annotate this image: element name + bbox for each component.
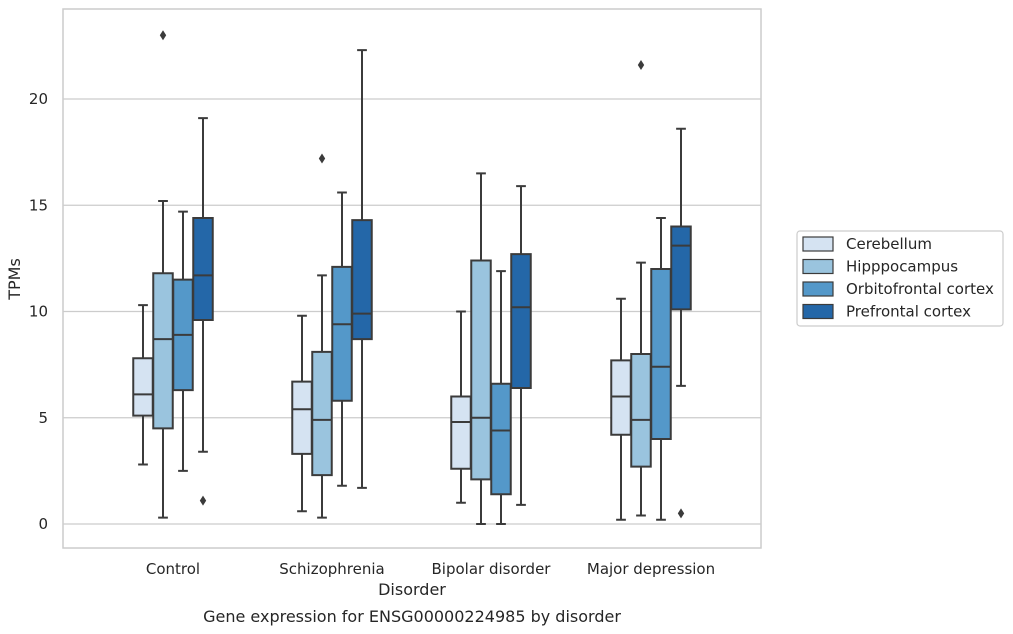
legend-label: Hipppocampus [846, 258, 958, 276]
box-hipppocampus [630, 60, 652, 517]
box-iqr [132, 357, 154, 417]
legend-label: Cerebellum [846, 235, 932, 253]
y-axis-ticks: 0 5 10 15 20 [29, 90, 48, 533]
legend-swatch [802, 281, 834, 297]
y-tick-label: 15 [29, 196, 48, 214]
chart-title: Gene expression for ENSG00000224985 by d… [203, 607, 621, 626]
box-orbitofrontal-cortex [490, 270, 512, 525]
legend-frame [796, 230, 1004, 327]
y-tick-label: 0 [38, 515, 48, 533]
outlier-point [677, 508, 685, 519]
y-tick-label: 10 [29, 303, 48, 321]
legend-swatch [802, 258, 834, 275]
outlier-point [159, 30, 167, 41]
box-prefrontal-cortex [351, 49, 373, 489]
x-tick-label: Schizophrenia [279, 560, 384, 578]
box-cerebellum [132, 304, 154, 466]
box-prefrontal-cortex [192, 117, 214, 506]
outlier-point [318, 153, 326, 164]
legend: Cerebellum Hipppocampus Orbitofrontal cort… [796, 230, 1004, 327]
outlier-point [637, 60, 645, 70]
box-cerebellum [291, 314, 313, 513]
x-axis-ticks: Control Schizophrenia Bipolar disorder Majo… [146, 560, 715, 578]
box-orbitofrontal-cortex [650, 217, 672, 521]
box-hipppocampus [470, 172, 492, 525]
plot-frame [62, 8, 762, 549]
box-iqr [670, 225, 692, 311]
box-plot-layer [132, 30, 692, 525]
y-tick-label: 5 [38, 409, 48, 427]
box-iqr [192, 217, 214, 321]
box-iqr [291, 380, 313, 455]
legend-swatch [802, 303, 834, 320]
outlier-point [199, 495, 207, 506]
y-axis-label: TPMs [5, 258, 24, 301]
x-tick-label: Control [146, 560, 200, 578]
x-axis-label: Disorder [378, 580, 446, 599]
legend-swatch [802, 236, 834, 252]
x-tick-label: Major depression [587, 560, 715, 578]
box-iqr [152, 272, 174, 430]
box-prefrontal-cortex [670, 127, 692, 519]
legend-label: Orbitofrontal cortex [846, 280, 994, 298]
box-cerebellum [450, 310, 472, 504]
box-iqr [470, 259, 492, 481]
box-iqr [610, 359, 632, 436]
legend-label: Prefrontal cortex [846, 303, 971, 321]
x-tick-label: Bipolar disorder [432, 560, 552, 578]
box-iqr [650, 268, 672, 440]
box-orbitofrontal-cortex [331, 191, 353, 487]
y-tick-label: 20 [29, 90, 48, 108]
box-iqr [510, 253, 532, 389]
box-iqr [311, 350, 333, 477]
box-iqr [490, 382, 512, 496]
box-iqr [450, 395, 472, 470]
box-iqr [331, 265, 353, 402]
box-cerebellum [610, 297, 632, 521]
box-orbitofrontal-cortex [172, 210, 194, 472]
box-hipppocampus [311, 153, 333, 519]
box-hipppocampus [152, 30, 174, 519]
box-prefrontal-cortex [510, 185, 532, 506]
box-iqr [630, 353, 652, 468]
box-iqr [351, 219, 373, 341]
